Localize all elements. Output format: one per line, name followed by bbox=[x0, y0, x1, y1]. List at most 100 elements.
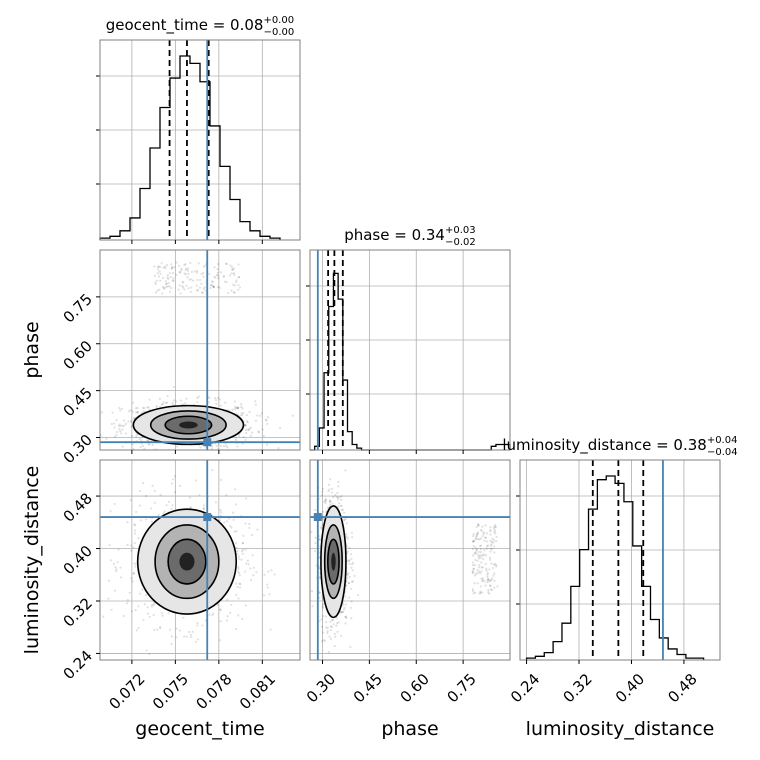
sample-point bbox=[244, 548, 247, 551]
sample-point bbox=[118, 423, 121, 426]
sample-point bbox=[130, 610, 133, 613]
sample-point bbox=[155, 279, 159, 282]
x-tick-label-luminosity_distance: 0.40 bbox=[612, 670, 648, 706]
sample-point bbox=[146, 612, 149, 615]
sample-point bbox=[489, 550, 492, 553]
sample-point bbox=[149, 507, 153, 510]
sample-point bbox=[232, 267, 236, 270]
sample-point bbox=[237, 263, 240, 266]
sample-point bbox=[188, 630, 191, 634]
sample-point bbox=[135, 435, 138, 438]
sample-point bbox=[109, 510, 112, 513]
sample-point bbox=[320, 625, 324, 629]
sample-point bbox=[485, 567, 488, 570]
sample-point bbox=[119, 409, 122, 412]
y-tick-label-phase: 0.60 bbox=[60, 337, 96, 373]
sample-point bbox=[214, 276, 217, 279]
sample-point bbox=[161, 403, 164, 406]
sample-point bbox=[483, 549, 486, 552]
sample-point bbox=[129, 499, 132, 502]
sample-point bbox=[350, 531, 353, 534]
sample-point bbox=[493, 572, 496, 575]
sample-point bbox=[324, 661, 326, 663]
sample-point bbox=[325, 620, 328, 624]
x-axis-label-phase: phase bbox=[381, 718, 438, 740]
sample-point bbox=[142, 410, 145, 413]
sample-point bbox=[238, 286, 242, 289]
sample-point bbox=[121, 445, 124, 448]
sample-point bbox=[154, 291, 157, 294]
y-tick-label-phase: 0.45 bbox=[60, 384, 96, 420]
sample-point bbox=[138, 437, 142, 441]
sample-point bbox=[151, 603, 154, 606]
sample-point bbox=[222, 274, 226, 278]
sample-point bbox=[321, 487, 324, 490]
sample-point bbox=[348, 546, 351, 549]
sample-point bbox=[246, 421, 249, 424]
sample-point bbox=[153, 463, 155, 465]
sample-point bbox=[471, 588, 474, 591]
sample-point bbox=[351, 536, 354, 539]
sample-point bbox=[263, 573, 266, 576]
sample-point bbox=[146, 439, 149, 442]
x-tick-label-geocent_time: 0.075 bbox=[149, 670, 192, 713]
sample-point bbox=[210, 284, 213, 287]
sample-point bbox=[151, 484, 154, 487]
sample-point bbox=[241, 442, 244, 445]
sample-point bbox=[488, 592, 491, 595]
sample-point bbox=[237, 435, 241, 438]
sample-point bbox=[494, 525, 497, 529]
sample-point bbox=[164, 280, 167, 283]
sample-point bbox=[238, 276, 241, 279]
panel-title-geocent_time: geocent_time = 0.08+0.00 −0.00 bbox=[106, 15, 295, 38]
sample-point bbox=[474, 551, 477, 555]
sample-point bbox=[251, 554, 254, 557]
x-tick-label-phase: 0.45 bbox=[350, 670, 386, 706]
sample-point bbox=[162, 266, 165, 269]
sample-point bbox=[225, 494, 228, 497]
sample-point bbox=[479, 544, 483, 547]
sample-point bbox=[126, 598, 129, 602]
sample-point bbox=[216, 285, 220, 289]
sample-point bbox=[193, 270, 196, 273]
sample-point bbox=[171, 478, 175, 481]
sample-point bbox=[212, 285, 215, 288]
sample-point bbox=[330, 487, 334, 490]
sample-point bbox=[175, 627, 178, 630]
sample-point bbox=[112, 562, 116, 566]
sample-point bbox=[259, 414, 262, 417]
sample-point bbox=[210, 447, 213, 450]
sample-point bbox=[326, 626, 329, 629]
panel-body bbox=[100, 250, 300, 465]
sample-point bbox=[478, 592, 481, 595]
sample-point bbox=[240, 550, 244, 553]
sample-point bbox=[493, 528, 496, 531]
sample-point bbox=[141, 482, 145, 485]
sample-point bbox=[163, 510, 166, 513]
sample-point bbox=[227, 291, 230, 295]
sample-point bbox=[487, 589, 490, 592]
sample-point bbox=[321, 606, 325, 609]
sample-point bbox=[214, 501, 218, 504]
sample-point bbox=[235, 279, 238, 282]
sample-point bbox=[186, 276, 189, 279]
sample-point bbox=[213, 266, 216, 269]
sample-point bbox=[473, 574, 476, 577]
sample-point bbox=[489, 584, 492, 587]
sample-point bbox=[249, 434, 252, 437]
sample-point bbox=[202, 275, 205, 278]
sample-point bbox=[237, 555, 240, 558]
sample-point bbox=[318, 591, 321, 594]
sample-point bbox=[484, 562, 487, 566]
sample-point bbox=[291, 414, 294, 417]
sample-point bbox=[241, 552, 244, 555]
sample-point bbox=[310, 530, 313, 534]
sample-point bbox=[249, 426, 252, 429]
sample-point bbox=[489, 544, 492, 547]
sample-point bbox=[324, 498, 327, 502]
sample-point bbox=[484, 584, 487, 587]
sample-point bbox=[266, 583, 269, 586]
sample-point bbox=[479, 556, 482, 559]
sample-point bbox=[125, 422, 128, 425]
